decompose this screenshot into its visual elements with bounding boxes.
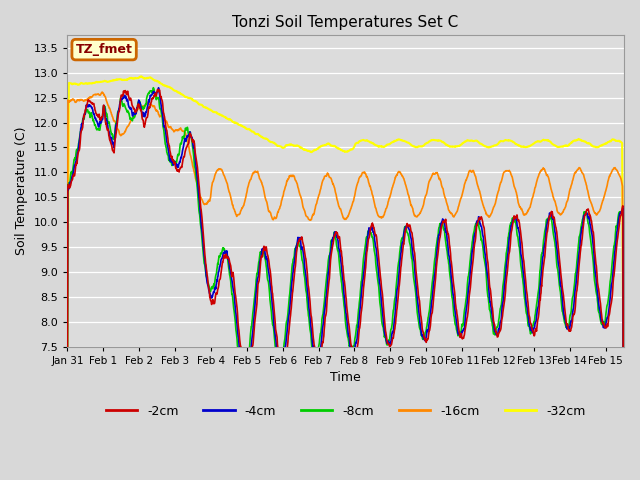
X-axis label: Time: Time [330,372,361,384]
Title: Tonzi Soil Temperatures Set C: Tonzi Soil Temperatures Set C [232,15,459,30]
Legend: -2cm, -4cm, -8cm, -16cm, -32cm: -2cm, -4cm, -8cm, -16cm, -32cm [100,400,590,423]
Text: TZ_fmet: TZ_fmet [76,43,132,56]
Y-axis label: Soil Temperature (C): Soil Temperature (C) [15,127,28,255]
